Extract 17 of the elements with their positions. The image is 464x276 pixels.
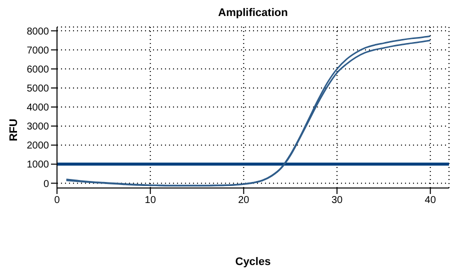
chart-title: Amplification	[217, 7, 289, 19]
y-axis-title: RFU	[8, 118, 20, 142]
y-tick-label: 3000	[26, 122, 50, 133]
x-axis-title: Cycles	[234, 256, 272, 268]
x-tick-label: 30	[331, 195, 343, 206]
x-tick-label: 0	[54, 195, 60, 206]
y-tick-label: 7000	[26, 45, 50, 56]
y-tick-label: 4000	[26, 102, 50, 114]
y-tick-label: 6000	[26, 64, 50, 76]
y-tick-label: 0	[43, 178, 50, 190]
x-tick-label: 20	[238, 195, 250, 206]
x-tick-label: 10	[144, 195, 156, 206]
y-tick-label: 2000	[26, 140, 50, 152]
x-tick-label: 40	[424, 195, 436, 206]
y-tick-label: 1000	[26, 160, 50, 171]
y-tick-label: 5000	[26, 84, 50, 95]
y-tick-label: 8000	[26, 26, 50, 38]
